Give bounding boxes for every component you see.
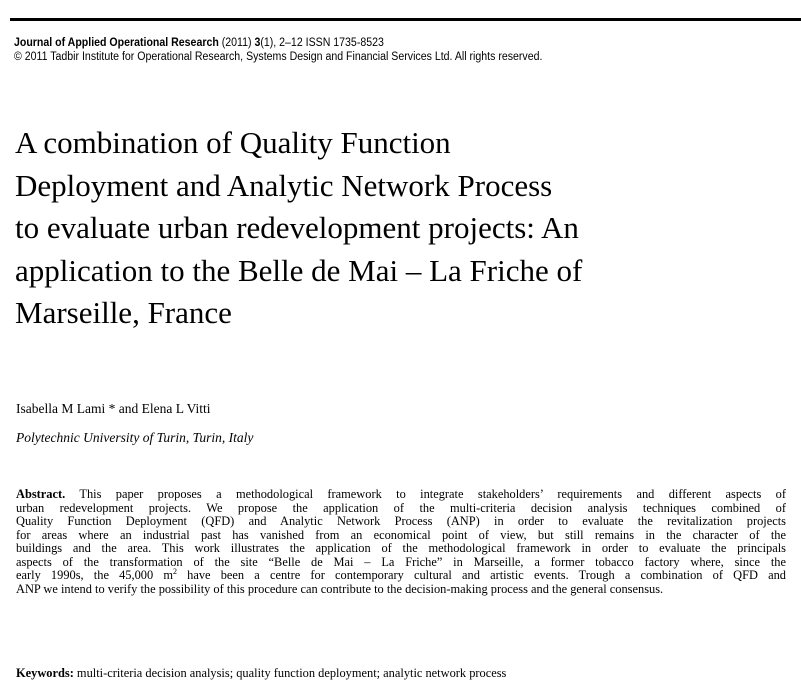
title-line: to evaluate urban redevelopment projects…: [15, 210, 579, 245]
abstract-text: have been a centre for contemporary cult…: [177, 568, 786, 582]
abstract-line: aspects of the transformation of the sit…: [16, 554, 786, 569]
abstract-line: Abstract. This paper proposes a methodol…: [16, 487, 786, 502]
abstract-text: early 1990s, the 45,000 m: [16, 568, 173, 582]
abstract: Abstract. This paper proposes a methodol…: [16, 487, 786, 596]
authors: Isabella M Lami * and Elena L Vitti: [16, 401, 211, 416]
abstract-line: Quality Function Deployment (QFD) and An…: [16, 514, 786, 528]
abstract-line: urban redevelopment projects. We propose…: [16, 500, 786, 515]
abstract-line: buildings and the area. This work illust…: [16, 541, 786, 555]
keywords-label: Keywords:: [16, 666, 74, 680]
abstract-line: ANP we intend to verify the possibility …: [16, 581, 664, 596]
journal-volume: 3: [254, 37, 261, 49]
copyright: © 2011 Tadbir Institute for Operational …: [14, 51, 543, 63]
paper-title: A combination of Quality Function Deploy…: [15, 122, 582, 335]
keywords: Keywords: multi-criteria decision analys…: [16, 666, 506, 681]
superscript: 2: [173, 566, 177, 576]
journal-issue-pages: (1), 2–12 ISSN 1735-8523: [260, 37, 384, 49]
abstract-label: Abstract.: [16, 487, 66, 501]
keywords-text: multi-criteria decision analysis; qualit…: [73, 666, 507, 680]
journal-citation: Journal of Applied Operational Research …: [14, 36, 542, 50]
journal-name: Journal of Applied Operational Research: [14, 37, 219, 49]
abstract-line: early 1990s, the 45,000 m2 have been a c…: [16, 566, 786, 583]
header-rule: [10, 18, 801, 21]
affiliation: Polytechnic University of Turin, Turin, …: [16, 430, 254, 445]
title-line: application to the Belle de Mai – La Fri…: [15, 252, 583, 288]
abstract-line: for areas where an industrial past has v…: [16, 527, 786, 542]
journal-year: (2011): [218, 37, 255, 49]
title-line: A combination of Quality Function: [15, 125, 451, 160]
journal-header: Journal of Applied Operational Research …: [14, 36, 542, 64]
title-line: Marseille, France: [15, 295, 232, 330]
title-line: Deployment and Analytic Network Process: [15, 167, 553, 203]
abstract-text: This paper proposes a methodological fra…: [65, 487, 786, 501]
